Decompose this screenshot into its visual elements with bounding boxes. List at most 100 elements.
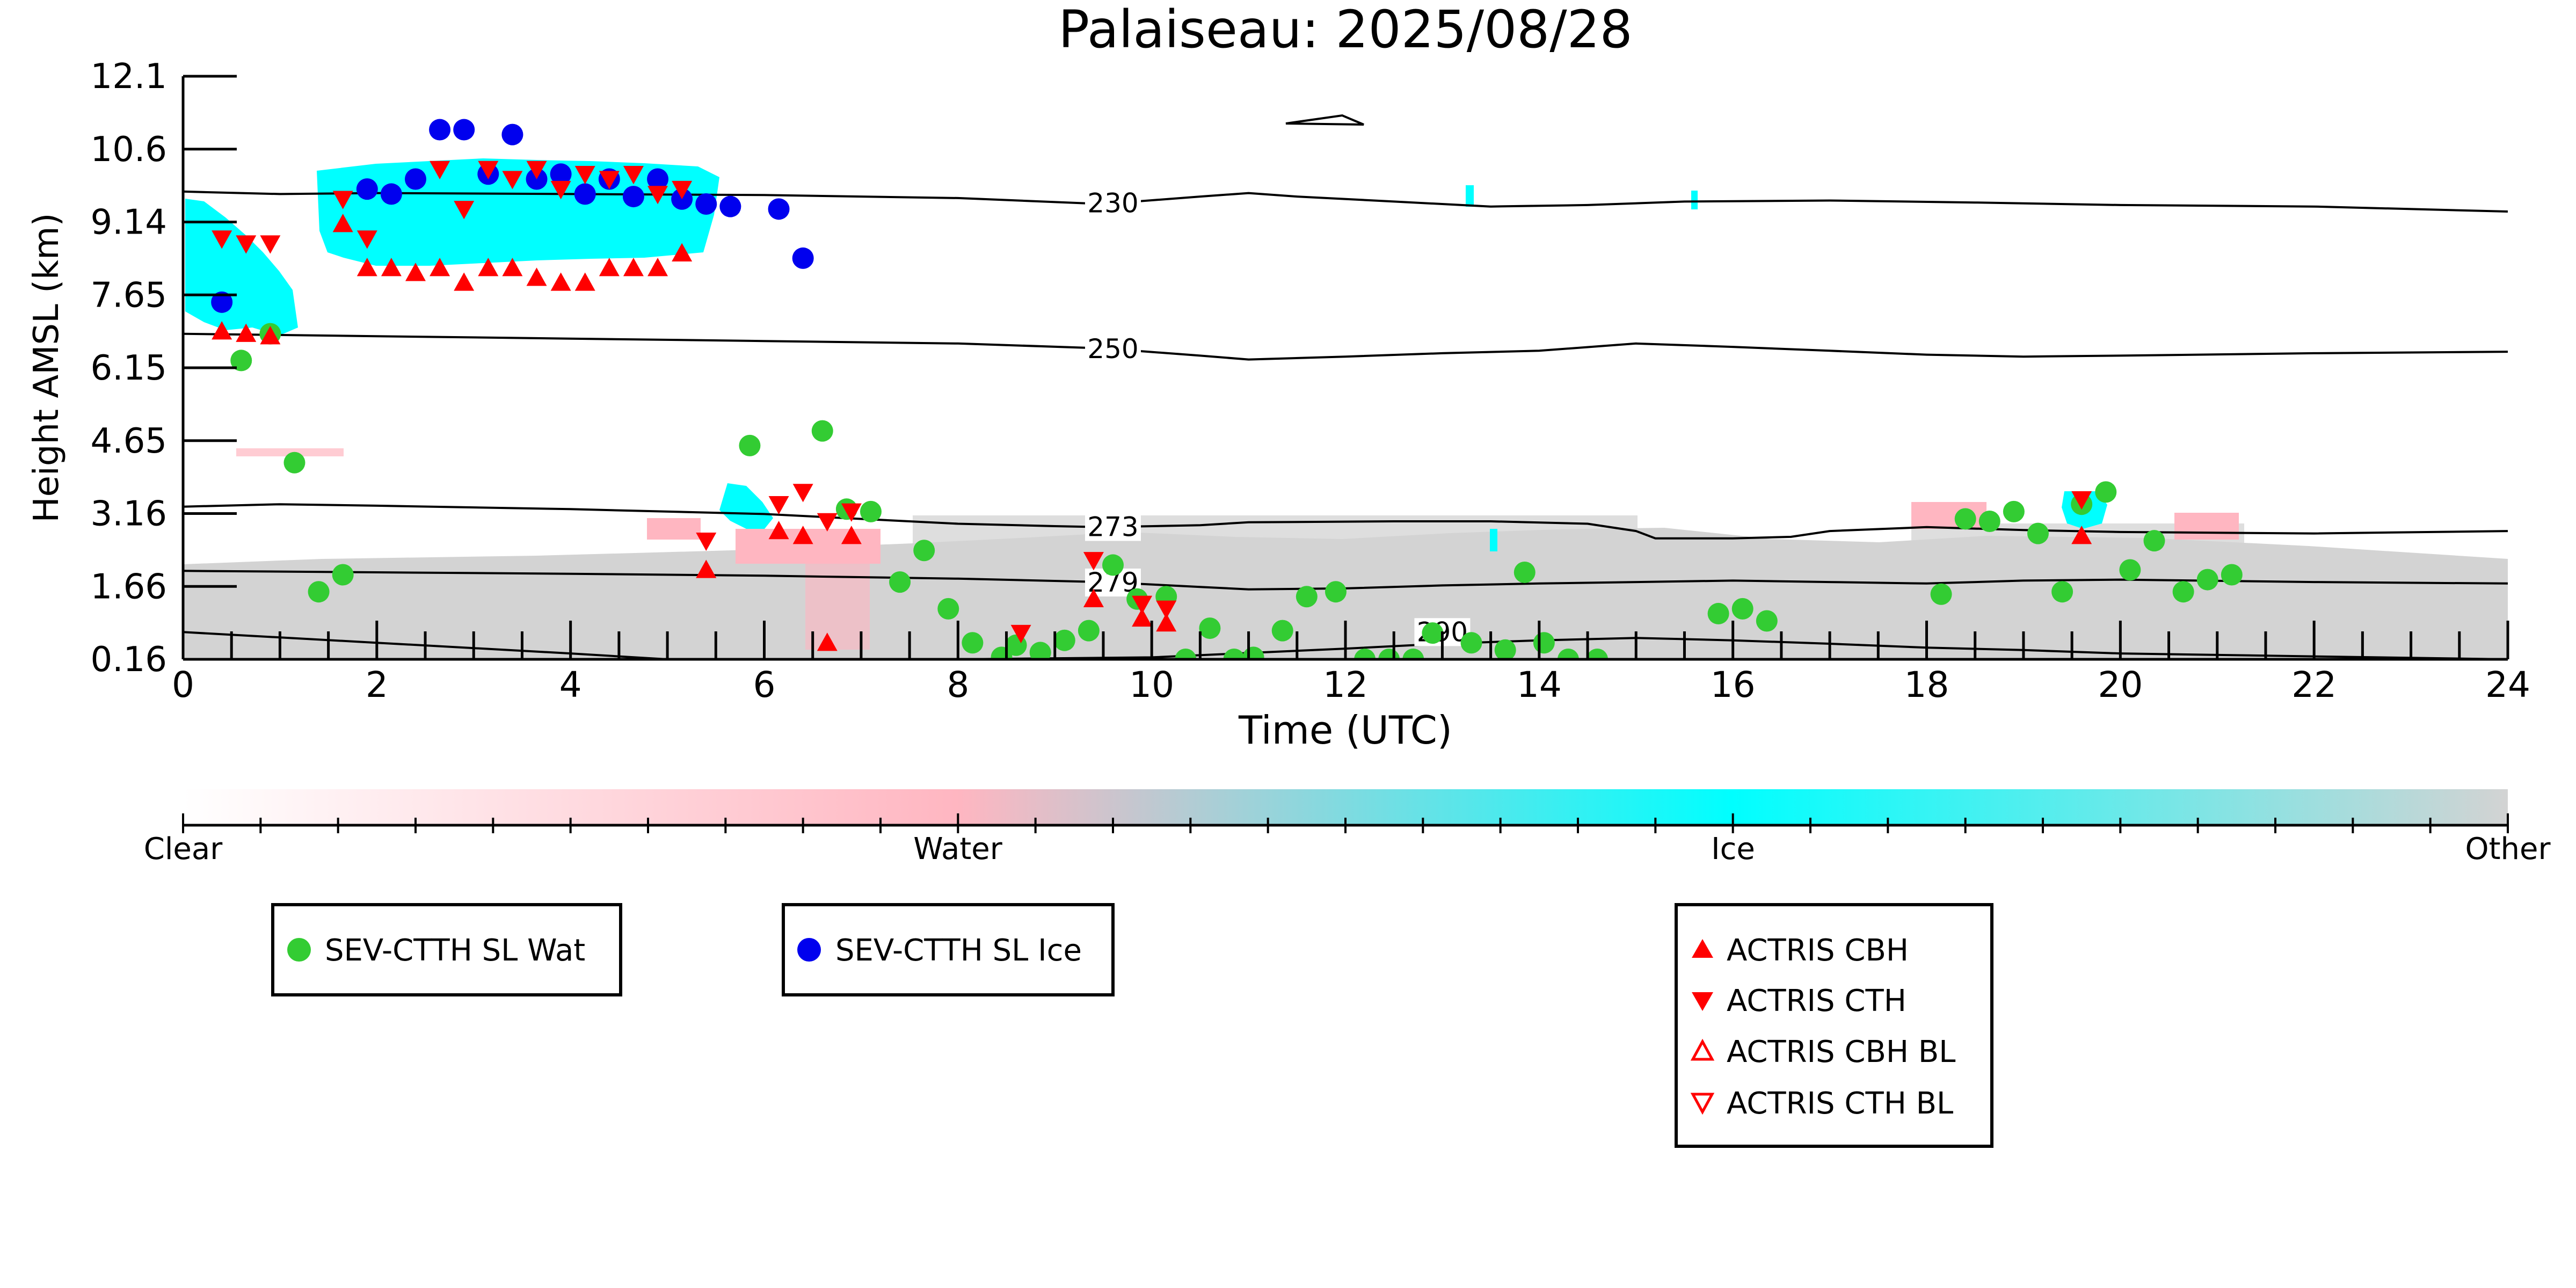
sev-wat-point (1053, 629, 1075, 651)
actris-cth-point (236, 235, 257, 254)
contour-line (183, 503, 2508, 540)
y-tick-label: 6.15 (91, 348, 168, 388)
x-tick-label: 0 (172, 664, 194, 705)
actris-cbh-point (696, 559, 717, 578)
actris-cbh-point (478, 258, 499, 276)
y-axis-label: Height AMSL (km) (27, 213, 67, 523)
x-tick-label: 14 (1517, 664, 1562, 705)
actris-cth-point (841, 503, 862, 522)
actris-cbh-point (356, 258, 377, 276)
sev-wat-point (1707, 602, 1729, 624)
actris-cth-point (332, 191, 353, 209)
colorbar-label-water: Water (913, 832, 1003, 867)
data-markers (211, 119, 2243, 659)
actris-cth-point (647, 186, 668, 205)
sev-wat-point (1199, 617, 1221, 639)
actris-cth-point (574, 166, 595, 185)
actris-cbh-point (332, 214, 353, 232)
sev-wat-point (1029, 642, 1051, 659)
legend-marker-actris-cth (1692, 992, 1713, 1011)
sev-ice-point (792, 247, 814, 269)
x-tick-label: 24 (2485, 664, 2530, 705)
legend-label-actris-cbh: ACTRIS CBH (1727, 933, 1909, 968)
actris-cth-point (1132, 595, 1153, 614)
actris-cbh-point (574, 272, 595, 291)
ice-cloud-small-2 (1691, 191, 1698, 209)
actris-cth-point (1156, 600, 1177, 619)
sev-wat-point (308, 581, 330, 603)
sev-wat-point (1954, 508, 1976, 530)
other-top-band (913, 515, 1638, 545)
sev-wat-point (1354, 649, 1376, 659)
x-tick-label: 4 (559, 664, 582, 705)
sev-ice-point (453, 119, 475, 141)
actris-cth-point (550, 180, 571, 200)
x-axis-label: Time (UTC) (1238, 708, 1452, 753)
legend-marker-actris-cth-bl (1690, 1093, 1715, 1115)
legend-box (782, 903, 1115, 996)
actris-cbh-point (405, 263, 426, 281)
sev-ice-point (768, 198, 790, 220)
ice-cloud-mid (719, 483, 773, 532)
y-tick-label: 4.65 (91, 421, 168, 461)
sev-wat-point (2003, 500, 2025, 522)
x-tick-label: 12 (1323, 664, 1368, 705)
sev-wat-point (1102, 554, 1124, 576)
sev-wat-point (913, 540, 935, 562)
sev-wat-point (1402, 649, 1424, 659)
sev-ice-point (622, 186, 644, 208)
actris-cth-point (623, 166, 644, 185)
contour-label: 250 (1087, 333, 1138, 365)
sev-wat-point (811, 420, 833, 442)
actris-cth-point (768, 496, 789, 515)
actris-cth-point (817, 513, 838, 532)
actris-cbh-point (454, 272, 475, 291)
sev-ice-point (501, 123, 523, 145)
sev-ice-point (356, 178, 378, 200)
actris-cbh-point (550, 272, 571, 291)
ice-cloud-small-1 (1466, 185, 1474, 207)
legend-label-actris-cbh-bl: ACTRIS CBH BL (1727, 1035, 1955, 1069)
water-cloud-2 (736, 529, 881, 564)
sev-wat-point (1731, 598, 1753, 620)
contour-label-bg (1085, 189, 1141, 217)
water-cloud-5 (2174, 513, 2239, 540)
sev-ice-point (695, 193, 717, 215)
water-cloud-6 (236, 448, 344, 456)
actris-cbh-point (647, 258, 668, 276)
actris-cth-point (672, 180, 693, 200)
actris-cbh-point (599, 258, 620, 276)
x-tick-label: 2 (366, 664, 388, 705)
actris-cth-point (792, 484, 813, 503)
cloud-mask (183, 158, 2508, 659)
sev-ice-point (405, 168, 426, 190)
sev-wat-point (2027, 522, 2049, 544)
legend-label-sev-ice: SEV-CTTH SL Ice (835, 933, 1082, 968)
actris-cth-point (2071, 491, 2092, 510)
contour-line (183, 332, 2508, 361)
colorbar-label-other: Other (2465, 832, 2551, 867)
x-tick-label: 22 (2291, 664, 2337, 705)
actris-cth-point (502, 171, 523, 190)
colorbar-ticks (182, 813, 2509, 833)
sev-wat-point (2196, 569, 2218, 591)
y-tick-label: 0.16 (91, 640, 168, 680)
chart-title: Palaiseau: 2025/08/28 (1058, 0, 1633, 60)
sev-wat-point (2221, 564, 2243, 586)
legend-label-actris-cth: ACTRIS CTH (1727, 984, 1906, 1018)
actris-cbh-point (430, 258, 450, 276)
contour-label: 273 (1087, 511, 1138, 542)
contour-line (183, 190, 2508, 213)
actris-cbh-point (1156, 613, 1177, 632)
actris-cth-point (1010, 624, 1031, 644)
sev-wat-point (332, 564, 354, 586)
actris-cbh-point (1132, 608, 1153, 627)
axes: 0 2 4 6 8 10 12 14 16 18 20 22 24 0.161.663.164.656.… (91, 57, 2530, 705)
actris-cbh-point (260, 326, 281, 345)
legend-actris: ACTRIS CBH ACTRIS CTH ACTRIS CBH BL ACTR… (1675, 903, 1993, 1148)
actris-cbh-point (236, 323, 257, 342)
actris-cth-point (1083, 552, 1104, 571)
sev-wat-point (1557, 649, 1579, 659)
legend-sev-ice: SEV-CTTH SL Ice (782, 903, 1115, 996)
sev-wat-point (1930, 583, 1952, 605)
